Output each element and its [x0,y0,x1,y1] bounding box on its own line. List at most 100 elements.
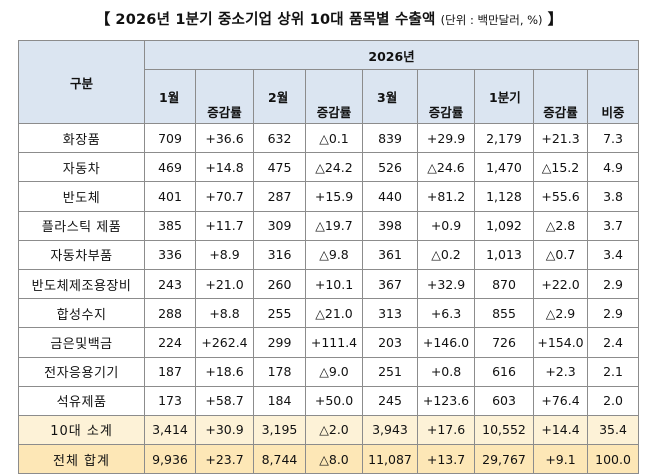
mar-growth-header: 증감률 [417,69,475,124]
report-title: 【 2026년 1분기 중소기업 상위 10대 품목별 수출액 (단위 : 백만… [0,6,658,32]
q1-header: 1분기 [474,69,534,124]
share-header: 비중 [586,69,640,124]
q1-value: 603 [474,385,534,416]
mar-growth: +13.7 [417,444,475,474]
table-row: 자동차부품 336 +8.9 316 △9.8 361 △0.2 1,013 △0.7 3.4 [18,239,640,270]
q1-growth: △2.8 [533,210,588,241]
mar-value: 203 [362,327,418,358]
feb-value: 475 [253,152,306,183]
feb-growth: +10.1 [305,268,363,300]
jan-growth: +36.6 [195,122,254,154]
q1-growth: +76.4 [533,385,588,416]
mar-growth: △0.2 [417,239,475,270]
feb-value: 632 [253,122,306,154]
share-value: 100.0 [586,444,640,474]
q1-growth: +9.1 [533,444,588,474]
mar-value: 398 [362,210,418,241]
feb-value: 316 [253,239,306,270]
q1-growth: +2.3 [533,356,588,387]
table-row: 반도체제조용장비 243 +21.0 260 +10.1 367 +32.9 870 +22.0… [18,268,640,300]
q1-growth: +55.6 [533,181,588,212]
feb-growth: △19.7 [305,210,363,241]
total-row: 전체 합계 9,936 +23.7 8,744 △8.0 11,087 +13.7 29,76… [18,444,640,474]
jan-growth: +11.7 [195,210,254,241]
table-body: 화장품 709 +36.6 632 △0.1 839 +29.9 2,179 +21.3 7.3 자… [18,122,640,474]
jan-value: 3,414 [144,414,196,446]
jan-growth: +58.7 [195,385,254,416]
table-row: 금은및백금 224 +262.4 299 +111.4 203 +146.0 726 +154.… [18,327,640,358]
jan-value: 173 [144,385,196,416]
item-name: 자동차부품 [18,239,145,270]
item-name: 화장품 [18,122,145,154]
share-value: 3.8 [586,181,640,212]
jan-growth: +18.6 [195,356,254,387]
feb-value: 184 [253,385,306,416]
feb-growth-header: 증감률 [305,69,363,124]
feb-growth: △0.1 [305,122,363,154]
title-close-bracket: 】 [547,10,563,28]
feb-growth: △9.0 [305,356,363,387]
jan-growth: +30.9 [195,414,254,446]
mar-value: 3,943 [362,414,418,446]
jan-growth-header: 증감률 [195,69,254,124]
mar-value: 526 [362,152,418,183]
feb-value: 178 [253,356,306,387]
mar-value: 361 [362,239,418,270]
mar-growth: △24.6 [417,152,475,183]
mar-value: 245 [362,385,418,416]
q1-value: 1,013 [474,239,534,270]
export-table: 구분 2026년 1월 증감률 2월 증감률 3월 증감률 1분기 증감률 비중… [18,40,640,474]
feb-growth: △24.2 [305,152,363,183]
q1-value: 10,552 [474,414,534,446]
mar-header: 3월 [362,69,418,124]
share-value: 2.1 [586,356,640,387]
mar-value: 440 [362,181,418,212]
q1-growth: +154.0 [533,327,588,358]
jan-value: 336 [144,239,196,270]
share-value: 3.7 [586,210,640,241]
feb-value: 3,195 [253,414,306,446]
jan-growth: +8.9 [195,239,254,270]
mar-growth: +32.9 [417,268,475,300]
feb-growth: △21.0 [305,298,363,329]
item-name: 전체 합계 [18,444,145,474]
table-row: 자동차 469 +14.8 475 △24.2 526 △24.6 1,470 △15.2 4.9 [18,152,640,183]
share-value: 2.9 [586,298,640,329]
title-open-bracket: 【 [95,10,111,28]
item-name: 자동차 [18,152,145,183]
q1-value: 870 [474,268,534,300]
feb-growth: △8.0 [305,444,363,474]
table-row: 합성수지 288 +8.8 255 △21.0 313 +6.3 855 △2.9 2.9 [18,298,640,329]
item-name: 반도체제조용장비 [18,268,145,300]
feb-header: 2월 [253,69,306,124]
q1-value: 29,767 [474,444,534,474]
feb-value: 299 [253,327,306,358]
feb-growth: +50.0 [305,385,363,416]
mar-value: 367 [362,268,418,300]
subtotal-row: 10대 소계 3,414 +30.9 3,195 △2.0 3,943 +17.6 10,55… [18,414,640,446]
q1-value: 616 [474,356,534,387]
share-value: 3.4 [586,239,640,270]
table-row: 플라스틱 제품 385 +11.7 309 △19.7 398 +0.9 1,092 △2.8 3… [18,210,640,241]
share-value: 35.4 [586,414,640,446]
item-name: 석유제품 [18,385,145,416]
table-row: 석유제품 173 +58.7 184 +50.0 245 +123.6 603 +76.4 2.0 [18,385,640,416]
jan-growth: +262.4 [195,327,254,358]
item-name: 합성수지 [18,298,145,329]
feb-growth: △9.8 [305,239,363,270]
q1-growth: △2.9 [533,298,588,329]
q1-value: 855 [474,298,534,329]
mar-growth: +146.0 [417,327,475,358]
jan-value: 243 [144,268,196,300]
feb-growth: +15.9 [305,181,363,212]
jan-value: 288 [144,298,196,329]
item-name: 금은및백금 [18,327,145,358]
item-name: 반도체 [18,181,145,212]
jan-growth: +23.7 [195,444,254,474]
share-value: 2.0 [586,385,640,416]
share-value: 2.4 [586,327,640,358]
q1-growth: +21.3 [533,122,588,154]
year-header: 2026년 [143,40,640,70]
mar-growth: +81.2 [417,181,475,212]
mar-growth: +29.9 [417,122,475,154]
